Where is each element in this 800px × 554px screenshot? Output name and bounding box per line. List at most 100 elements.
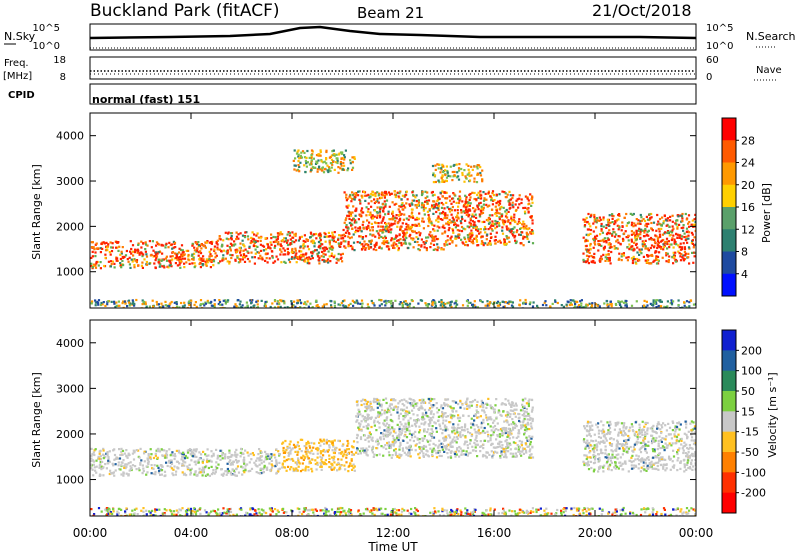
data-cell <box>351 156 354 159</box>
data-cell <box>201 468 204 472</box>
data-cell <box>511 305 515 308</box>
data-cell <box>369 241 372 244</box>
data-cell <box>145 253 148 256</box>
data-cell <box>168 259 171 262</box>
data-cell <box>254 252 257 255</box>
data-cell <box>115 456 118 459</box>
data-cell <box>405 236 408 240</box>
data-cell <box>219 458 222 461</box>
data-cell <box>193 460 196 463</box>
data-cell <box>519 227 522 230</box>
data-cell <box>393 190 396 193</box>
data-cell <box>454 305 457 308</box>
data-cell <box>509 228 512 231</box>
data-cell <box>197 251 200 254</box>
data-cell <box>370 216 373 219</box>
data-cell <box>667 259 670 262</box>
data-cell <box>554 299 557 302</box>
data-cell <box>444 306 447 308</box>
data-cell <box>178 263 181 266</box>
data-cell <box>226 260 229 263</box>
data-cell <box>658 233 662 236</box>
data-cell <box>132 449 135 452</box>
data-cell <box>621 221 624 224</box>
data-cell <box>110 300 113 303</box>
data-cell <box>120 461 123 464</box>
data-cell <box>377 222 380 225</box>
data-cell <box>431 425 434 428</box>
data-cell <box>437 179 440 182</box>
data-cell <box>602 253 605 256</box>
data-cell <box>270 237 273 240</box>
data-cell <box>317 251 320 254</box>
data-cell <box>122 474 125 477</box>
data-cell <box>481 180 484 183</box>
data-cell <box>110 246 113 249</box>
data-cell <box>354 301 357 304</box>
data-cell <box>375 248 378 252</box>
data-cell <box>173 252 177 255</box>
data-cell <box>290 466 293 469</box>
data-cell <box>361 237 364 240</box>
data-cell <box>650 253 653 257</box>
data-cell <box>398 303 401 306</box>
data-cell <box>609 221 612 224</box>
data-cell <box>206 473 209 476</box>
data-cell <box>692 261 695 264</box>
data-cell <box>248 245 251 248</box>
data-cell <box>130 252 133 255</box>
data-cell <box>612 215 615 218</box>
data-cell <box>618 300 622 304</box>
data-cell <box>448 222 451 225</box>
data-cell <box>440 167 443 170</box>
data-cell <box>641 229 644 232</box>
data-cell <box>111 242 114 245</box>
data-cell <box>228 455 231 459</box>
data-cell <box>460 225 464 229</box>
data-cell <box>509 221 512 225</box>
data-cell <box>330 463 334 466</box>
data-cell <box>653 302 657 305</box>
data-cell <box>681 246 684 249</box>
data-cell <box>682 229 685 232</box>
data-cell <box>312 240 315 243</box>
data-cell <box>331 231 334 234</box>
data-cell <box>367 305 370 308</box>
data-cell <box>327 261 330 264</box>
data-cell <box>280 240 283 243</box>
data-cell <box>434 168 437 171</box>
data-cell <box>259 468 262 472</box>
data-cell <box>155 255 159 258</box>
data-cell <box>218 299 221 302</box>
data-cell <box>350 211 353 214</box>
data-cell <box>475 424 478 427</box>
data-cell <box>476 416 479 419</box>
data-cell <box>241 234 245 237</box>
data-cell <box>480 212 483 215</box>
data-cell <box>104 249 108 252</box>
data-cell <box>283 302 286 305</box>
data-cell <box>279 232 282 235</box>
data-cell <box>304 467 307 470</box>
data-cell <box>326 450 329 453</box>
data-cell <box>521 409 525 412</box>
data-cell <box>292 159 295 162</box>
data-cell <box>332 457 335 460</box>
data-cell <box>524 301 528 304</box>
data-cell <box>344 305 348 308</box>
data-cell <box>347 244 350 247</box>
data-cell <box>359 413 362 416</box>
data-cell <box>456 448 459 451</box>
data-cell <box>573 305 576 308</box>
data-cell <box>337 238 340 241</box>
data-cell <box>618 302 621 305</box>
data-cell <box>466 444 469 447</box>
data-cell <box>425 249 428 252</box>
data-cell <box>408 203 411 206</box>
data-cell <box>259 243 262 246</box>
data-cell <box>655 257 658 260</box>
data-cell <box>434 301 437 304</box>
data-cell <box>634 236 637 239</box>
data-cell <box>430 410 433 413</box>
data-cell <box>199 258 202 261</box>
